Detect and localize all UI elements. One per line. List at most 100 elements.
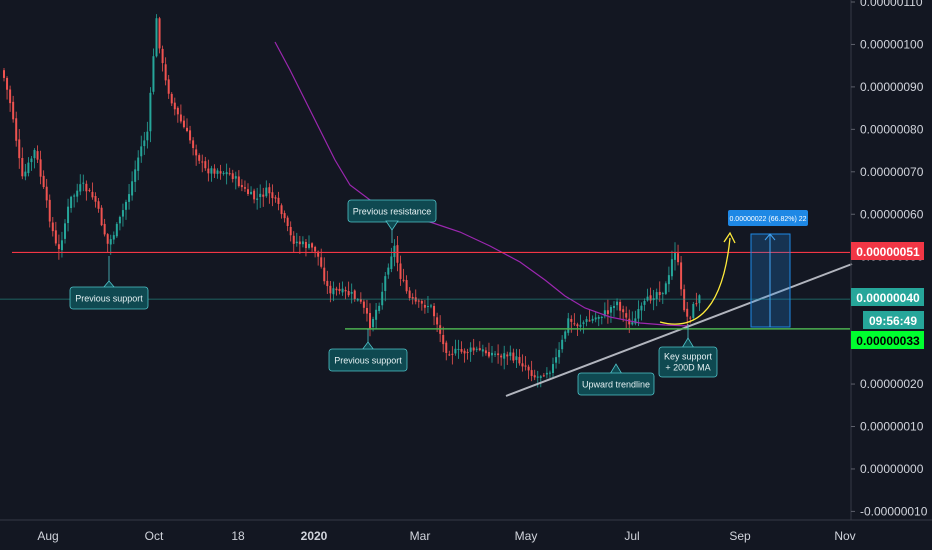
candle-body: [250, 191, 253, 194]
candle-body: [222, 172, 225, 174]
time-tick-label: Sep: [729, 529, 751, 543]
candle-body: [106, 234, 109, 244]
candle-body: [192, 140, 195, 149]
candle-body: [134, 169, 137, 182]
candle-body: [317, 251, 320, 257]
candle-body: [518, 357, 521, 364]
candle-body: [655, 292, 658, 300]
candle-body: [82, 182, 85, 184]
candle-body: [570, 319, 573, 322]
candle-body: [118, 216, 121, 224]
candle-body: [503, 353, 506, 359]
candle-body: [140, 146, 143, 157]
candle-body: [79, 184, 82, 192]
candle-body: [33, 149, 36, 159]
candle-body: [683, 289, 686, 311]
target-label-text: 0.00000022 (66.82%) 22: [729, 216, 806, 223]
candle-body: [204, 161, 207, 169]
candle-body: [512, 352, 515, 361]
candle-body: [670, 259, 673, 277]
candle-body: [42, 175, 45, 188]
candle-body: [573, 323, 576, 325]
candle-body: [695, 303, 698, 305]
candle-body: [548, 372, 551, 374]
candle-body: [51, 222, 54, 232]
candle-body: [524, 365, 527, 367]
candle-body: [399, 263, 402, 279]
candle-body: [39, 159, 42, 177]
time-tick-label: Nov: [834, 529, 855, 543]
candle-body: [591, 318, 594, 321]
target-label: 0.00000022 (66.82%) 22: [728, 210, 808, 226]
candle-body: [686, 308, 689, 317]
candle-body: [555, 357, 558, 363]
candle-body: [329, 285, 332, 294]
candle-body: [36, 151, 39, 160]
callout-upward-trendline-text: Upward trendline: [582, 380, 650, 390]
upward-trendline[interactable]: [505, 263, 853, 397]
candle-body: [268, 187, 271, 194]
price-tick-label: 0.00000110: [860, 0, 923, 9]
candle-body: [402, 279, 405, 281]
candle-body: [15, 118, 18, 141]
candle-body: [680, 262, 683, 290]
candle-body: [30, 158, 33, 163]
candle-body: [85, 183, 88, 192]
candle-body: [530, 370, 533, 376]
candle-body: [73, 195, 76, 197]
candle-body: [283, 213, 286, 219]
candle-body: [484, 350, 487, 354]
candle-body: [521, 363, 524, 367]
projection-arrow: [659, 237, 731, 325]
price-tag-current-text: 0.00000040: [856, 291, 920, 305]
candle-body: [542, 375, 545, 377]
candle-body: [91, 191, 94, 198]
candle-body: [375, 309, 378, 320]
candle-body: [454, 348, 457, 354]
candle-body: [210, 168, 213, 174]
candle-body: [344, 290, 347, 292]
candle-body: [201, 161, 204, 163]
candle-body: [356, 299, 359, 301]
callout-key-support-line2: + 200D MA: [665, 363, 710, 373]
candle-body: [365, 307, 368, 314]
candle-body: [585, 319, 588, 322]
candle-body: [131, 181, 134, 196]
candle-body: [274, 197, 277, 199]
countdown-tag: 09:56:49: [863, 311, 924, 329]
candle-body: [378, 305, 381, 311]
callout-previous-support-1-text: Previous support: [75, 294, 143, 304]
time-axis[interactable]: Aug Oct 18 2020 Mar May Jul Sep Nov: [37, 529, 855, 543]
candle-body: [634, 318, 637, 324]
candle-body: [100, 207, 103, 226]
candle-body: [500, 355, 503, 358]
candle-body: [121, 210, 124, 217]
candle-body: [320, 257, 323, 267]
candle-body: [646, 296, 649, 301]
candle-body: [158, 18, 161, 49]
time-tick-label: 18: [231, 529, 245, 543]
price-tick-label: 0.00000020: [860, 377, 924, 391]
candle-body: [304, 241, 307, 249]
candle-body: [112, 235, 115, 240]
candle-body: [70, 196, 73, 209]
callout-key-support: Key support + 200D MA: [658, 324, 718, 378]
candle-body: [21, 157, 24, 177]
price-tag-support-text: 0.00000033: [856, 334, 920, 348]
candle-body: [67, 206, 70, 224]
candle-body: [271, 192, 274, 199]
candle-body: [155, 18, 158, 57]
candle-body: [567, 318, 570, 333]
candle-body: [247, 189, 249, 195]
candle-body: [588, 320, 591, 322]
candle-body: [509, 352, 512, 356]
candle-body: [552, 364, 554, 373]
candle-body: [170, 93, 173, 104]
candle-body: [289, 226, 292, 236]
price-tag-support: 0.00000033: [851, 331, 924, 349]
candle-body: [347, 291, 350, 296]
price-tick-label: 0.00000060: [860, 207, 924, 221]
candle-body: [103, 223, 106, 235]
candle-body: [207, 168, 210, 174]
